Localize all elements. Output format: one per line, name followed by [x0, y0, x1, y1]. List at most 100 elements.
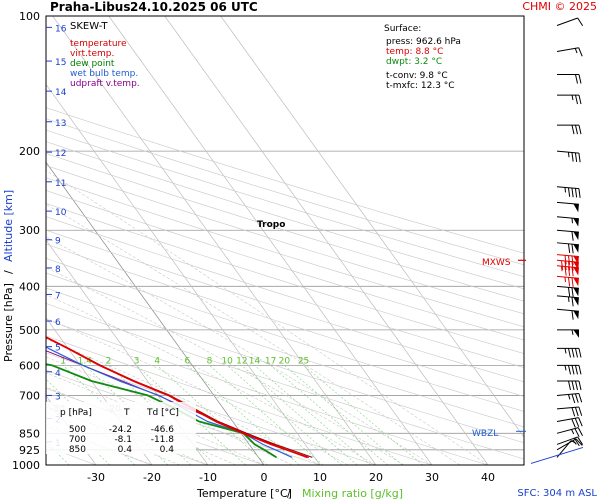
wind-barb — [556, 275, 579, 287]
table-row-td: -46.6 — [151, 425, 175, 435]
pressure-tick-label: 850 — [19, 427, 40, 440]
wind-barb-flag — [571, 152, 574, 162]
altitude-tick-label: 7 — [55, 291, 61, 301]
wind-barb-staff — [556, 17, 578, 26]
wind-barb-flag — [578, 153, 581, 163]
altitude-tick-label: 6 — [55, 318, 61, 328]
dry-adiabat-line — [46, 165, 524, 315]
wind-barb-pennant — [573, 218, 579, 227]
wind-barb-flag — [575, 74, 578, 84]
wind-barb-flag — [568, 348, 571, 358]
wind-barb-flag — [578, 348, 582, 358]
dry-adiabat-line — [46, 319, 489, 465]
dry-adiabat-line — [46, 303, 524, 460]
wind-barb — [557, 124, 582, 135]
wind-barb-flag — [575, 94, 578, 105]
wind-barb-flag — [574, 152, 578, 162]
dry-adiabat-line — [46, 153, 524, 302]
altitude-tick-label: 4 — [55, 369, 61, 379]
legend-dew-point: dew point — [70, 59, 115, 69]
wind-barb-flag — [575, 380, 578, 391]
dry-adiabat-line — [46, 257, 524, 412]
wind-barb-flag — [575, 438, 583, 446]
wind-barb — [556, 259, 579, 271]
mixing-ratio-label: 6 — [184, 356, 190, 366]
table-row-p: 500 — [69, 425, 86, 435]
dry-adiabat-line — [46, 107, 524, 254]
wind-barb-half-flag — [567, 394, 571, 400]
wind-barb-pennant — [573, 297, 579, 306]
wind-barb — [557, 380, 582, 391]
wind-barb-staff — [556, 259, 579, 263]
wind-barb-flag — [571, 277, 574, 287]
surface-temp: temp: 8.8 °C — [386, 47, 443, 57]
wind-barb-flag — [578, 94, 582, 105]
wind-barb — [556, 201, 579, 213]
wind-barb — [556, 393, 583, 404]
wind-barb-pennant — [573, 244, 579, 253]
x-axis-label-separator: / — [287, 487, 291, 500]
wind-barb-staff — [556, 438, 577, 451]
credit: CHMI © 2025 — [522, 0, 597, 13]
dry-adiabat-line — [46, 190, 524, 341]
wind-barb — [557, 364, 582, 375]
dry-adiabat-line — [46, 369, 321, 465]
wind-barb — [556, 308, 579, 320]
altitude-tick-label: 10 — [55, 208, 67, 218]
plot-frame — [45, 15, 525, 466]
moist-adiabat-line — [46, 204, 461, 465]
temperature-tick-label: 20 — [369, 471, 383, 484]
wind-barb-staff — [556, 406, 579, 410]
wind-barb — [556, 47, 583, 57]
isotherm-line — [164, 16, 489, 465]
wind-barb — [556, 295, 579, 307]
dry-adiabat-line — [46, 287, 524, 444]
wind-barb-flag — [571, 407, 576, 417]
wind-barb-flag — [575, 365, 578, 375]
wind-barb-staff — [556, 393, 579, 396]
dry-adiabat-line — [46, 335, 433, 465]
mixing-ratio-label: 2 — [106, 356, 112, 366]
moist-adiabat-line — [46, 372, 265, 465]
moist-adiabat-line — [46, 236, 433, 465]
pressure-tick-label: 500 — [19, 324, 40, 337]
mixing-ratio-line — [187, 365, 300, 465]
table-header-td: Td [°C] — [146, 408, 179, 418]
wind-barb-flag — [578, 365, 582, 375]
wind-barb — [556, 186, 581, 198]
mixing-ratio-label: 3 — [134, 356, 140, 366]
wind-barb-flag — [560, 260, 564, 270]
wind-barb-pennant — [573, 256, 579, 265]
x-axis-label-mixing-ratio: Mixing ratio [g/kg] — [302, 487, 403, 500]
altitude-tick-label: 15 — [55, 58, 66, 68]
mixing-ratio-label: 25 — [298, 356, 309, 366]
wind-barb-flag — [575, 348, 578, 358]
temperature-tick-label: 40 — [481, 471, 495, 484]
mixing-ratio-line — [226, 365, 342, 465]
legend-wet-bulb: wet bulb temp. — [70, 69, 138, 79]
mixing-ratio-line — [284, 365, 403, 465]
wind-barb-flag — [567, 266, 571, 276]
wind-barb-flag — [571, 310, 574, 320]
wind-barb-flag — [577, 427, 583, 437]
pressure-tick-label: 300 — [19, 224, 40, 237]
wind-barb-staff — [556, 295, 579, 299]
wind-barb — [557, 329, 579, 338]
altitude-tick-label: 3 — [55, 392, 61, 402]
level-table: p [hPa] T Td [°C] 500 -24.2 -46.6 700 -8… — [46, 402, 196, 455]
wind-barb-flag — [578, 393, 583, 403]
y-axis-label-altitude: Altitude [km] — [2, 190, 15, 262]
wind-barb-flag — [567, 255, 571, 265]
wind-barb-flag — [568, 365, 571, 375]
altitude-tick-label: 16 — [55, 24, 67, 34]
dry-adiabat-line — [46, 118, 524, 266]
isotherm-line — [108, 16, 433, 465]
wind-barb-flag — [571, 393, 576, 404]
mixing-ratio-label: 14 — [249, 356, 261, 366]
wind-barb-flag — [564, 255, 567, 265]
wind-barb-pennant — [573, 310, 579, 320]
altitude-tick-label: 5 — [55, 344, 61, 354]
table-row-t: -24.2 — [109, 425, 132, 435]
wind-barb-pennant — [573, 267, 579, 276]
